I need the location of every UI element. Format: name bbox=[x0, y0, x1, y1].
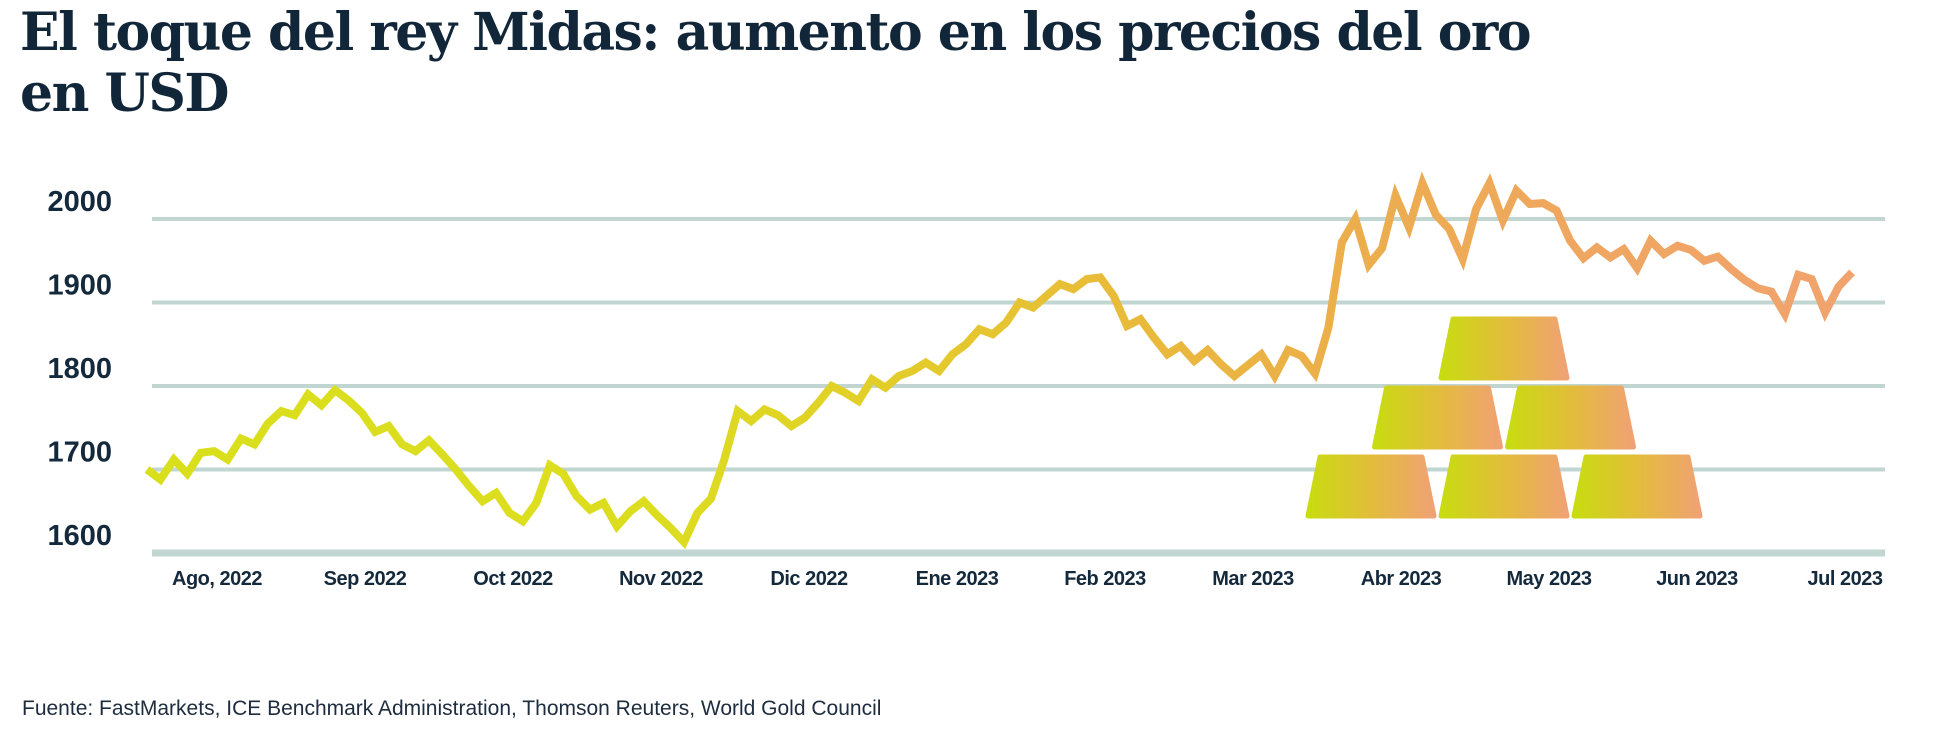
chart-title-line2: en USD bbox=[20, 63, 230, 125]
x-tick-label: Nov 2022 bbox=[619, 568, 703, 590]
gold-bars-illustration bbox=[1305, 316, 1703, 519]
x-tick-label: Mar 2023 bbox=[1212, 568, 1294, 590]
x-tick-label: Abr 2023 bbox=[1361, 568, 1442, 590]
gold-bar-icon bbox=[1372, 385, 1503, 450]
gold-bar-icon bbox=[1505, 385, 1636, 450]
y-tick-label: 2000 bbox=[47, 186, 112, 218]
chart-title-line1: El toque del rey Midas: aumento en los p… bbox=[20, 2, 1532, 63]
x-tick-label: Feb 2023 bbox=[1064, 568, 1146, 590]
y-tick-label: 1900 bbox=[47, 270, 112, 302]
x-tick-label: May 2023 bbox=[1507, 568, 1592, 590]
gold-bar-icon bbox=[1305, 454, 1437, 519]
y-tick-label: 1700 bbox=[47, 437, 112, 469]
gold-bar-icon bbox=[1571, 454, 1703, 519]
x-tick-label: Ago, 2022 bbox=[172, 568, 262, 590]
x-tick-label: Oct 2022 bbox=[473, 568, 553, 590]
source-attribution: Fuente: FastMarkets, ICE Benchmark Admin… bbox=[22, 697, 882, 720]
y-tick-label: 1800 bbox=[47, 353, 112, 385]
y-axis-tick-labels: 1600 1700 1800 1900 2000 bbox=[47, 186, 112, 552]
x-tick-label: Sep 2022 bbox=[324, 568, 407, 590]
gold-bar-icon bbox=[1438, 316, 1570, 381]
y-tick-label: 1600 bbox=[47, 520, 112, 552]
x-tick-label: Ene 2023 bbox=[916, 568, 999, 590]
x-tick-label: Jun 2023 bbox=[1656, 568, 1738, 590]
x-tick-label: Jul 2023 bbox=[1808, 568, 1883, 590]
x-axis-tick-labels: Ago, 2022 Sep 2022 Oct 2022 Nov 2022 Dic 202… bbox=[172, 568, 1883, 590]
x-tick-label: Dic 2022 bbox=[770, 568, 848, 590]
gold-price-line-series bbox=[144, 171, 1855, 550]
gold-bar-icon bbox=[1438, 454, 1570, 519]
chart-title: El toque del rey Midas: aumento en los p… bbox=[20, 2, 1580, 125]
